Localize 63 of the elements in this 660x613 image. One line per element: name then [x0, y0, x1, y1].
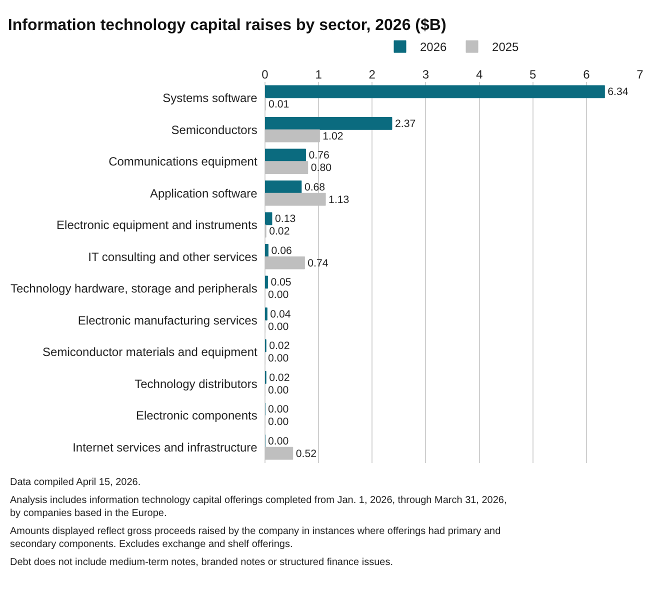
legend-label: 2026 [420, 40, 448, 54]
data-label: 1.13 [328, 194, 350, 206]
y-tick-label: Semiconductors [171, 122, 264, 137]
data-label: 0.74 [308, 257, 328, 270]
data-label: 0.05 [270, 276, 292, 289]
x-tick-label: 0 [262, 68, 269, 82]
data-label: 0.01 [268, 98, 290, 111]
text: Debt does not include medium-term notes, branded notes or structured finance issues. [10, 557, 393, 568]
y-tick-label: Electronic manufacturing services [78, 313, 264, 328]
data-label: 6.34 [608, 86, 628, 98]
bar [265, 116, 392, 130]
data-label: 0.06 [271, 244, 292, 257]
x-tick-label: 3 [422, 68, 430, 82]
data-label: 0.02 [269, 340, 290, 352]
bar [265, 180, 302, 194]
x-tick-label: 7 [636, 68, 644, 82]
data-label: 2.37 [394, 118, 416, 130]
data-label: 0.68 [304, 181, 326, 194]
x-tick-label: 4 [476, 68, 483, 82]
data-label: 0.00 [268, 384, 289, 396]
data-label: 0.00 [268, 435, 289, 448]
data-label: 0.00 [268, 289, 289, 302]
bar [265, 244, 268, 257]
data-label: 0.04 [270, 308, 291, 320]
y-tick-label: IT consulting and other services [88, 250, 264, 264]
y-tick-label: Communications equipment [108, 154, 264, 169]
data-label: 0.80 [310, 162, 332, 174]
data-label: 0.13 [274, 213, 296, 226]
y-tick-label: Systems software [162, 91, 264, 106]
data-label: 0.00 [268, 320, 289, 333]
y-tick-label: Electronic components [136, 408, 264, 423]
legend-label: 2025 [492, 40, 520, 54]
bar [265, 129, 320, 142]
x-tick-label: 1 [315, 68, 322, 82]
data-label: 1.02 [322, 130, 344, 142]
bar [265, 192, 326, 206]
text: Data compiled April 15, 2026. [10, 477, 141, 488]
x-tick-label: 6 [583, 68, 590, 82]
data-label: 0.00 [268, 352, 289, 365]
x-tick-label: 5 [530, 68, 537, 82]
y-tick-label: Semiconductor materials and equipment [42, 345, 264, 360]
data-label: 0.02 [269, 372, 290, 384]
bar [265, 212, 272, 226]
bar [265, 276, 268, 289]
data-label: 0.00 [268, 404, 289, 416]
data-label: 0.76 [308, 150, 330, 162]
y-tick-label: Internet services and infrastructure [72, 440, 264, 454]
data-label: 0.52 [296, 448, 317, 460]
bar [265, 85, 605, 98]
text: Analysis includes information technology capital offerings completed from Jan. 1, 2026, through March 31, 2026, by companies based in the Europe. [10, 495, 507, 519]
y-tick-label: Electronic equipment and instruments [56, 218, 264, 232]
bar [265, 148, 306, 162]
data-label: 0.02 [269, 226, 290, 238]
bar [265, 446, 294, 460]
y-tick-label: Application software [150, 186, 264, 200]
text: Amounts displayed reflect gross proceeds raised by the company in instances where offerings had primary and secondary components. Excludes exchange and shelf offerings. [10, 526, 501, 550]
chart-title: Information technology capital raises by sector, 2026 ($B) [8, 17, 446, 34]
y-tick-label: Technology hardware, storage and peripherals [10, 282, 264, 296]
x-tick-label: 2 [368, 68, 376, 82]
bar [265, 256, 305, 270]
y-tick-label: Technology distributors [134, 376, 264, 391]
data-label: 0.00 [268, 416, 289, 428]
bar [265, 161, 308, 174]
